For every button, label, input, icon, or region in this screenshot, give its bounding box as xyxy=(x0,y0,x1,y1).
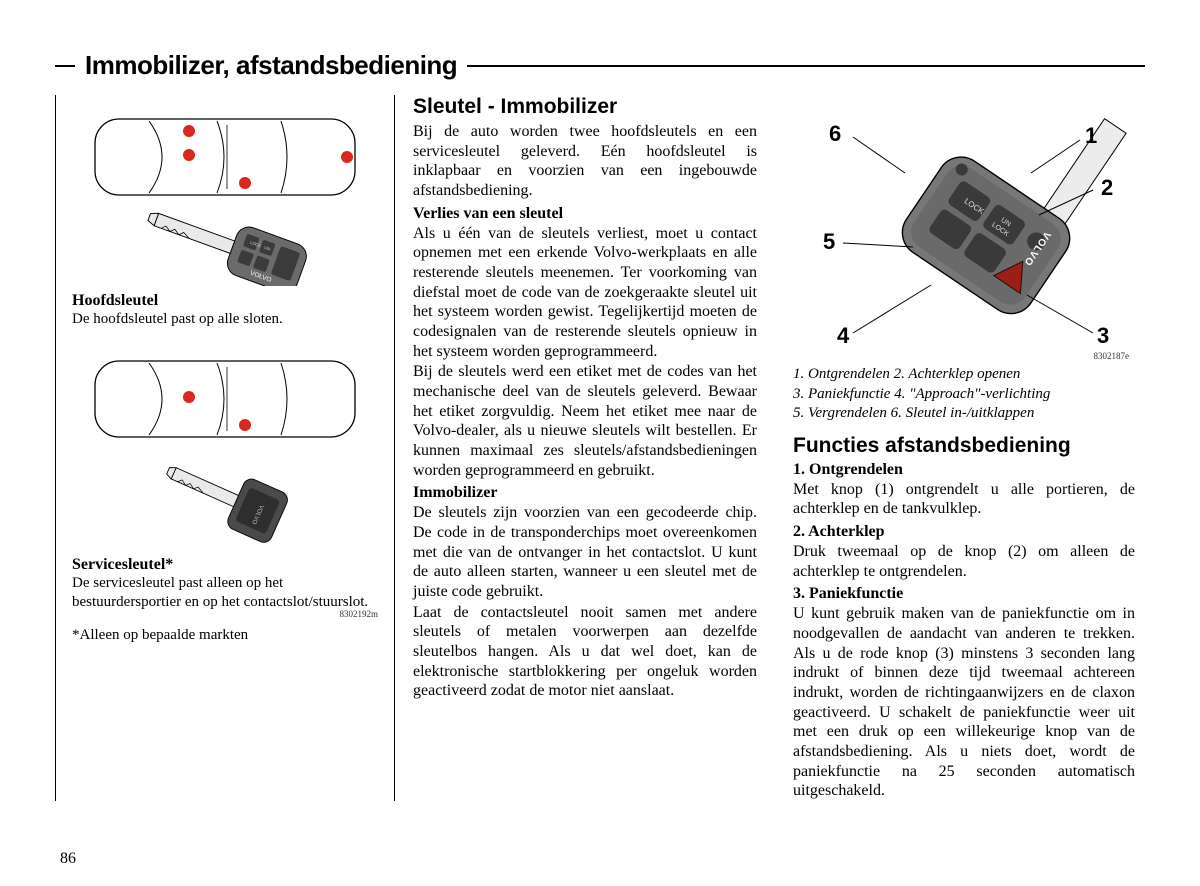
car-top-master-icon xyxy=(85,105,365,210)
para-ontgrendelen: Met knop (1) ontgrendelt u alle portiere… xyxy=(793,480,1135,519)
master-key-text: De hoofdsleutel past op alle sloten. xyxy=(72,310,378,329)
callout-4: 4 xyxy=(837,323,849,349)
para-achterklep: Druk tweemaal op de knop (2) om alleen d… xyxy=(793,542,1135,581)
para-verlies-1: Als u één van de sleutels verliest, moet… xyxy=(413,224,757,362)
service-key-text: De servicesleutel past alleen op het bes… xyxy=(72,574,378,612)
car-top-service-icon xyxy=(85,347,365,452)
callout-5: 5 xyxy=(823,229,835,255)
figure-ref-right: 8302187e xyxy=(1094,351,1130,361)
remote-legend-3: 5. Vergrendelen 6. Sleutel in-/uitklappe… xyxy=(793,404,1135,424)
page-title-row: Immobilizer, afstandsbediening xyxy=(55,50,1145,81)
para-verlies-2: Bij de sleutels werd een etiket met de c… xyxy=(413,362,757,480)
heading-paniek: 3. Paniekfunctie xyxy=(793,585,1135,603)
page-title: Immobilizer, afstandsbediening xyxy=(85,50,457,81)
service-key-label: Servicesleutel* xyxy=(72,556,378,574)
service-key-icon: VOLVO xyxy=(155,450,295,550)
para-immobilizer-1: De sleutels zijn voorzien van een gecode… xyxy=(413,503,757,601)
title-rule-right xyxy=(467,65,1145,67)
diagram-remote: LOCK UN LOCK VOLVO 6 1 2 3 4 5 8302187e xyxy=(793,95,1133,365)
heading-functies: Functies afstandsbediening xyxy=(793,434,1135,458)
heading-verlies: Verlies van een sleutel xyxy=(413,205,757,223)
master-key-icon: VOLVO LOCK UN xyxy=(130,206,320,286)
page-number: 86 xyxy=(60,850,76,868)
column-left: VOLVO LOCK UN Hoofdsleutel De hoofdsleut… xyxy=(55,95,395,801)
remote-legend-2: 3. Paniekfunctie 4. "Approach"-verlichti… xyxy=(793,385,1135,405)
callout-6: 6 xyxy=(829,121,841,147)
column-middle: Sleutel - Immobilizer Bij de auto worden… xyxy=(395,95,775,801)
column-right: LOCK UN LOCK VOLVO 6 1 2 3 4 5 8302187e xyxy=(775,95,1145,801)
heading-sleutel-immobilizer: Sleutel - Immobilizer xyxy=(413,95,757,119)
title-rule-left xyxy=(55,65,75,67)
master-key-label: Hoofdsleutel xyxy=(72,292,378,310)
diagram-car-master: VOLVO LOCK UN xyxy=(72,105,378,286)
callout-1: 1 xyxy=(1085,123,1097,149)
heading-immobilizer: Immobilizer xyxy=(413,484,757,502)
heading-ontgrendelen: 1. Ontgrendelen xyxy=(793,461,1135,479)
columns: VOLVO LOCK UN Hoofdsleutel De hoofdsleut… xyxy=(55,95,1145,801)
footnote-markets: *Alleen op bepaalde markten xyxy=(72,627,378,644)
callout-3: 3 xyxy=(1097,323,1109,349)
para-paniek: U kunt gebruik maken van de paniekfuncti… xyxy=(793,604,1135,801)
callout-2: 2 xyxy=(1101,175,1113,201)
remote-legend-1: 1. Ontgrendelen 2. Achterklep openen xyxy=(793,365,1135,385)
para-intro: Bij de auto worden twee hoofdsleutels en… xyxy=(413,122,757,201)
heading-achterklep: 2. Achterklep xyxy=(793,523,1135,541)
para-immobilizer-2: Laat de contactsleutel nooit samen met a… xyxy=(413,603,757,701)
diagram-car-service: VOLVO xyxy=(72,347,378,550)
